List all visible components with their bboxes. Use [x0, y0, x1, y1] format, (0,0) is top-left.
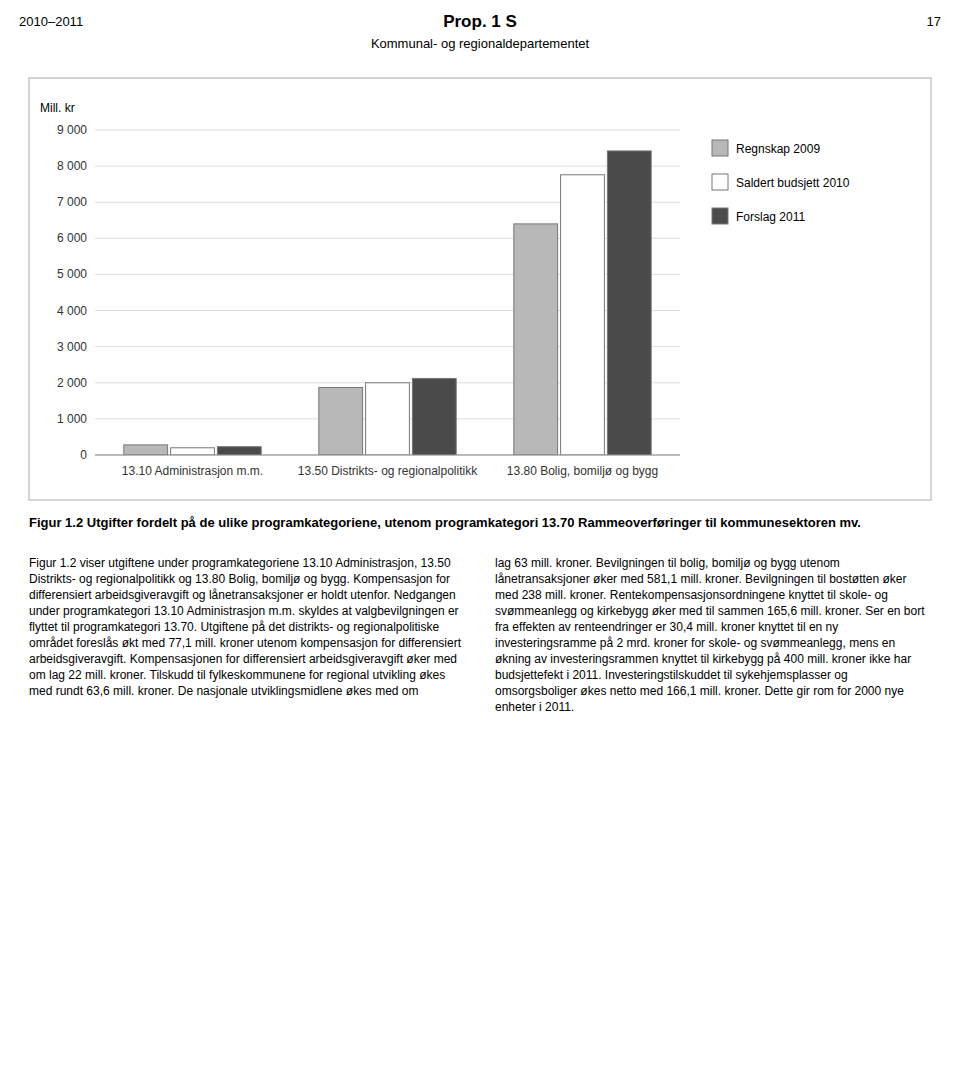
bar — [124, 445, 168, 455]
page-left: 2010–2011 — [19, 14, 83, 29]
legend-label: Regnskap 2009 — [736, 142, 820, 156]
y-tick-label: 6 000 — [57, 231, 87, 245]
x-tick-label-line: 13.50 Distrikts- og regionalpolitikk — [298, 464, 478, 478]
grid-line — [95, 130, 680, 131]
y-tick-label: 0 — [80, 448, 87, 462]
x-tick-label-line: 13.80 Bolig, bomiljø og bygg — [507, 464, 658, 478]
grid-line — [95, 455, 680, 456]
subtitle: Kommunal- og regionaldepartementet — [0, 36, 960, 51]
x-tick-label: 13.80 Bolig, bomiljø og bygg — [507, 464, 658, 478]
x-tick-label: 13.10 Administrasjon m.m. — [122, 464, 263, 478]
body-left: Figur 1.2 viser utgiftene under programk… — [29, 555, 465, 715]
bar — [561, 175, 605, 455]
y-tick-label: 7 000 — [57, 195, 87, 209]
y-tick-label: 3 000 — [57, 340, 87, 354]
y-tick-label: 5 000 — [57, 267, 87, 281]
legend-swatch — [712, 208, 728, 224]
bar — [171, 448, 215, 455]
bars — [124, 151, 651, 455]
body-right: lag 63 mill. kroner. Bevilgningen til bo… — [495, 555, 931, 715]
grid-line — [95, 166, 680, 167]
legend-label: Forslag 2011 — [736, 210, 805, 224]
bar — [607, 151, 651, 455]
body-columns: Figur 1.2 viser utgiftene under programk… — [29, 555, 931, 715]
title: Prop. 1 S — [0, 12, 960, 32]
bar — [412, 378, 456, 455]
chart: 0 1 000 2 000 3 000 4 000 5 000 6 000 7 000 8 00… — [0, 0, 960, 510]
bar — [217, 447, 261, 455]
y-tick-label: 8 000 — [57, 159, 87, 173]
x-tick-label: 13.50 Distrikts- og regionalpolitikk — [298, 464, 478, 478]
legend-swatch — [712, 140, 728, 156]
x-axis-line — [95, 455, 680, 456]
legend-swatch — [712, 174, 728, 190]
caption: Figur 1.2 Utgifter fordelt på de ulike p… — [29, 514, 931, 531]
y-tick-label: 4 000 — [57, 304, 87, 318]
y-axis-label: Mill. kr — [40, 101, 75, 115]
y-tick-label: 2 000 — [57, 376, 87, 390]
y-tick-label: 9 000 — [57, 123, 87, 137]
bar — [319, 387, 363, 455]
chart-frame — [29, 78, 931, 500]
page-right: 17 — [927, 14, 941, 29]
bar — [366, 383, 410, 455]
text-block: Figur 1.2 Utgifter fordelt på de ulike p… — [29, 514, 931, 715]
y-tick-label: 1 000 — [57, 412, 87, 426]
bar — [514, 224, 558, 455]
x-tick-label-line: 13.10 Administrasjon m.m. — [122, 464, 263, 478]
legend-label: Saldert budsjett 2010 — [736, 176, 850, 190]
